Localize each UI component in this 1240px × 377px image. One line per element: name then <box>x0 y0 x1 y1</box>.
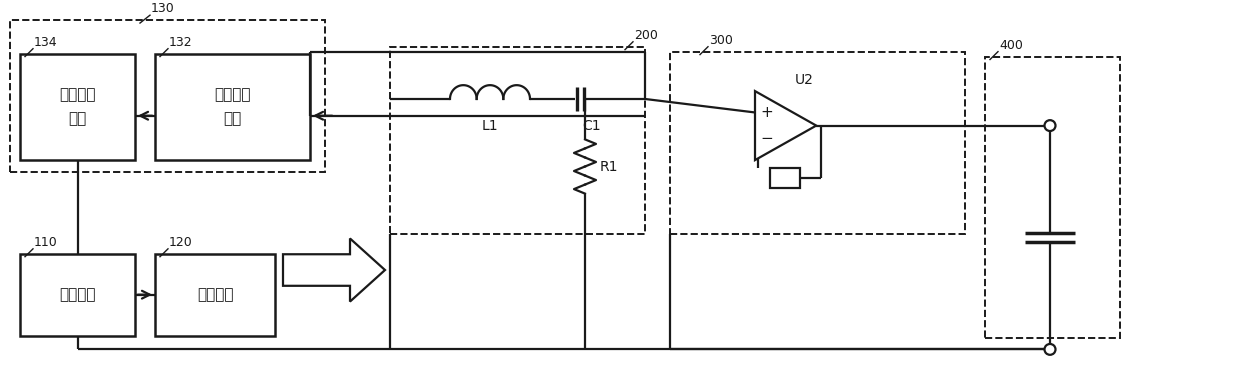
Text: 单元: 单元 <box>223 111 242 126</box>
Text: C1: C1 <box>583 119 601 133</box>
Bar <box>985 57 1120 337</box>
Text: −: − <box>760 131 774 146</box>
Text: 132: 132 <box>169 36 192 49</box>
Circle shape <box>1044 344 1055 355</box>
Bar <box>670 52 965 234</box>
Bar <box>10 20 325 172</box>
Bar <box>155 254 275 336</box>
Text: 120: 120 <box>169 236 192 249</box>
Bar <box>20 54 135 160</box>
Text: 300: 300 <box>709 34 733 47</box>
Circle shape <box>1044 120 1055 131</box>
Text: 单元: 单元 <box>68 111 87 126</box>
Text: L1: L1 <box>481 119 498 133</box>
Text: 400: 400 <box>999 38 1023 52</box>
Text: 控制单元: 控制单元 <box>60 287 95 302</box>
Bar <box>155 54 310 160</box>
Bar <box>391 47 645 234</box>
Polygon shape <box>755 91 816 160</box>
Text: 峰值检测: 峰值检测 <box>215 87 250 103</box>
Text: R1: R1 <box>600 159 619 173</box>
Text: 130: 130 <box>151 2 175 15</box>
Bar <box>20 254 135 336</box>
Text: 134: 134 <box>33 36 57 49</box>
Text: 驱动单元: 驱动单元 <box>197 287 233 302</box>
Bar <box>770 168 800 188</box>
Text: 数模转换: 数模转换 <box>60 87 95 103</box>
Text: 110: 110 <box>33 236 58 249</box>
Text: +: + <box>760 105 774 120</box>
Text: U2: U2 <box>795 73 813 87</box>
Text: 200: 200 <box>634 29 658 42</box>
